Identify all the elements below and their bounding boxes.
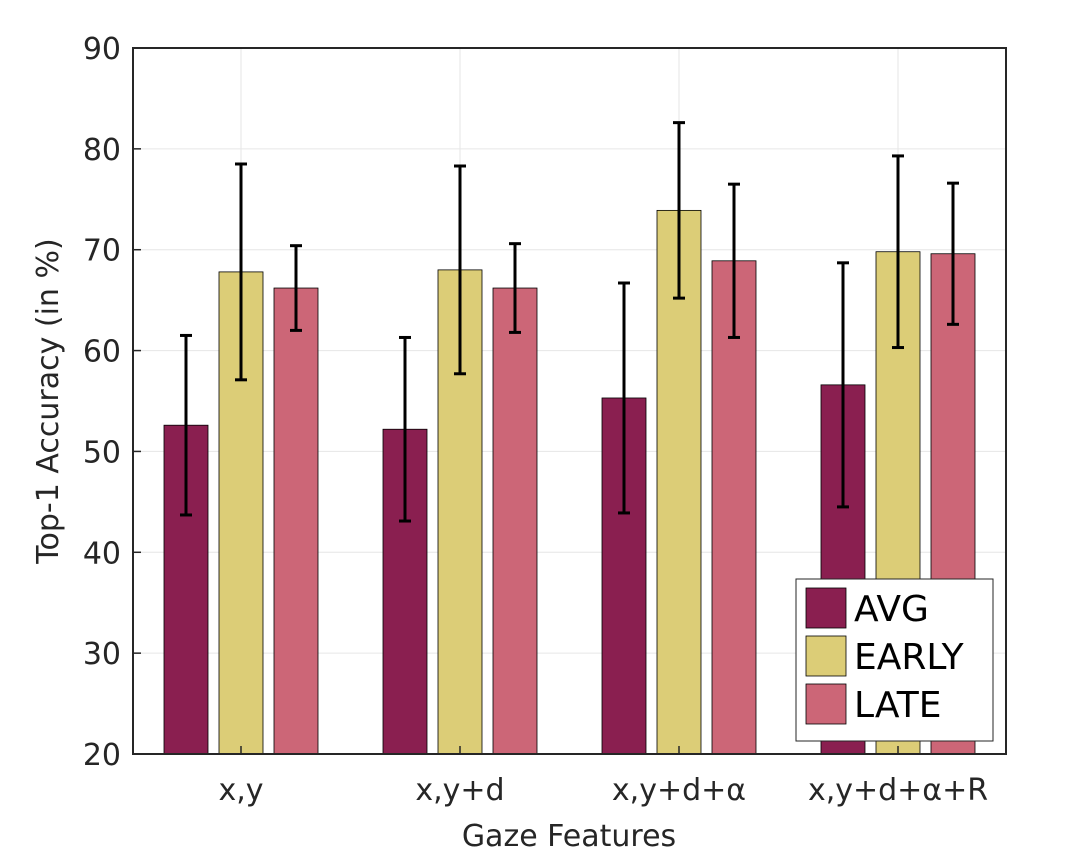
legend-label-avg: AVG	[854, 589, 929, 630]
x-tick-label: x,y	[218, 773, 263, 808]
x-axis-ticks: x,y x,y+d x,y+d+α x,y+d+α+R	[218, 746, 988, 808]
x-axis-title: Gaze Features	[462, 819, 676, 854]
legend-label-late: LATE	[854, 685, 941, 726]
legend-swatch-avg	[805, 587, 847, 629]
bar-late	[711, 260, 757, 755]
y-tick-label: 80	[83, 133, 121, 168]
x-tick-label: x,y+d	[415, 773, 504, 808]
x-tick-label: x,y+d+α	[612, 773, 746, 808]
legend: AVG EARLY LATE	[795, 578, 994, 742]
bar-late	[273, 287, 319, 755]
legend-swatch-late	[805, 683, 847, 725]
y-tick-label: 90	[83, 32, 121, 67]
y-axis-ticks: 20 30 40 50 60 70 80 90	[83, 32, 141, 773]
y-tick-label: 60	[83, 335, 121, 370]
bar-late	[492, 287, 538, 755]
bar-early	[656, 209, 702, 755]
y-tick-label: 20	[83, 738, 121, 773]
y-tick-label: 70	[83, 234, 121, 269]
plot-frame	[132, 47, 1007, 755]
y-tick-label: 50	[83, 435, 121, 470]
legend-swatch-early	[805, 635, 847, 677]
error-bars-group	[180, 121, 959, 523]
y-axis-title: Top-1 Accuracy (in %)	[31, 238, 66, 564]
y-tick-label: 30	[83, 637, 121, 672]
legend-label-early: EARLY	[854, 637, 965, 678]
x-tick-label: x,y+d+α+R	[808, 773, 988, 808]
y-tick-label: 40	[83, 536, 121, 571]
